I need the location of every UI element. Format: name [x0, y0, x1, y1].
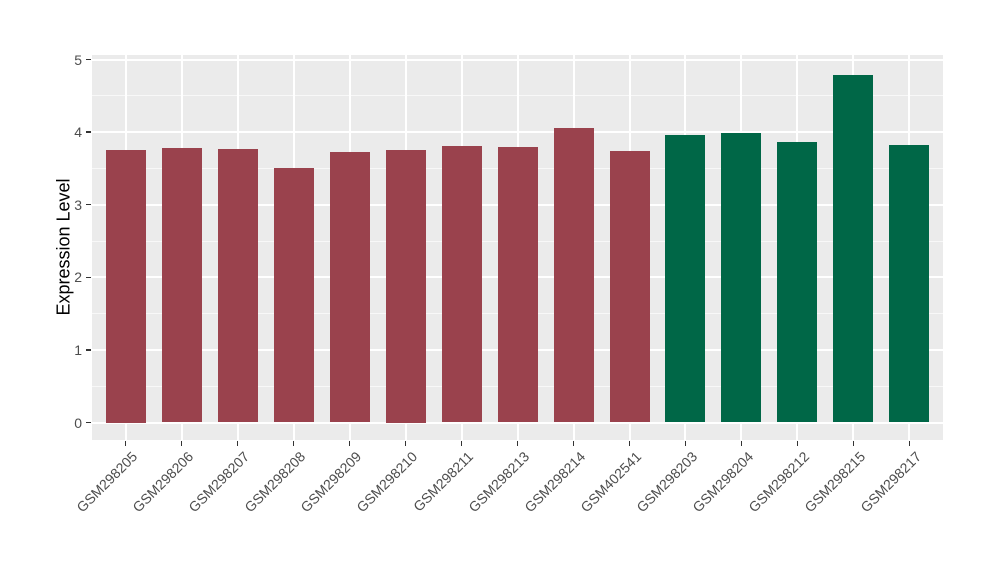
x-axis-tick — [572, 441, 575, 446]
bar — [833, 74, 874, 423]
bar — [105, 150, 146, 423]
y-axis-tick-label: 1 — [74, 341, 82, 358]
x-axis-tick — [740, 441, 743, 446]
y-axis-tick — [86, 421, 91, 424]
x-axis-tick — [292, 441, 295, 446]
bar — [273, 168, 314, 423]
x-axis-tick — [908, 441, 911, 446]
x-axis-tick — [684, 441, 687, 446]
bar — [721, 132, 762, 423]
y-axis-tick-label: 0 — [74, 414, 82, 431]
major-gridline — [92, 58, 943, 61]
y-axis-tick-label: 5 — [74, 51, 82, 68]
y-axis-tick-label: 4 — [74, 124, 82, 141]
x-axis-tick — [460, 441, 463, 446]
x-axis-tick — [348, 441, 351, 446]
bar — [161, 148, 202, 423]
major-gridline — [92, 421, 943, 424]
y-axis-tick-label: 3 — [74, 196, 82, 213]
bar — [385, 150, 426, 423]
y-axis-tick — [86, 276, 91, 279]
bar — [777, 142, 818, 423]
major-gridline — [92, 131, 943, 134]
bar — [497, 146, 538, 423]
y-axis-tick-label: 2 — [74, 269, 82, 286]
bar — [553, 128, 594, 423]
x-axis-tick — [236, 441, 239, 446]
x-axis-tick — [180, 441, 183, 446]
y-axis-tick — [86, 203, 91, 206]
bar — [329, 152, 370, 423]
bar — [441, 145, 482, 423]
bar — [217, 148, 258, 423]
bar — [609, 150, 650, 423]
x-axis-tick — [124, 441, 127, 446]
minor-gridline — [92, 95, 943, 97]
plot-panel — [92, 55, 943, 440]
y-axis-tick — [86, 349, 91, 351]
x-axis-tick — [516, 441, 519, 446]
x-axis-tick — [852, 441, 855, 446]
bar — [889, 145, 930, 423]
y-axis-tick — [86, 131, 91, 133]
x-axis-tick — [796, 441, 799, 446]
x-axis-tick — [404, 441, 407, 446]
y-axis-tick — [86, 58, 91, 61]
x-axis-tick — [628, 441, 631, 446]
bar — [665, 135, 706, 423]
